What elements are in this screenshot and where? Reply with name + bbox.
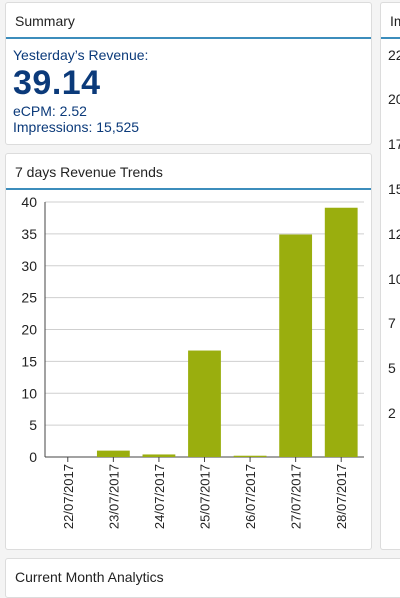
x-tick-label: 22/07/2017 (61, 464, 76, 529)
x-tick-label: 25/07/2017 (198, 464, 213, 529)
y-tick-label: 15 (21, 353, 37, 369)
revenue-bar (233, 455, 267, 457)
impressions-axis: 22 20 17 15 12 10 7 5 2 (381, 43, 400, 523)
analytics-title: Current Month Analytics (15, 569, 164, 585)
revenue-trends-panel: 7 days Revenue Trends 0 5 10 15 20 25 30 35 40 22… (5, 153, 372, 550)
summary-title: Summary (6, 3, 371, 39)
impressions-y-tick: 5 (388, 360, 396, 376)
revenue-label: Yesterday’s Revenue: (13, 47, 149, 63)
impressions-y-tick: 2 (388, 405, 396, 421)
x-tick-label: 23/07/2017 (106, 464, 121, 529)
impressions-y-tick: 15 (388, 181, 400, 197)
impressions-y-tick: 12 (388, 226, 400, 242)
y-tick-label: 40 (21, 194, 37, 210)
revenue-bar (96, 450, 130, 457)
y-tick-label: 0 (29, 449, 37, 465)
impressions-title: Im (381, 3, 400, 39)
summary-panel: Summary Yesterday’s Revenue: 39.14 eCPM:… (5, 2, 372, 145)
current-month-panel: Current Month Analytics (5, 558, 400, 598)
impressions-panel: Im 22 20 17 15 12 10 7 5 2 (380, 2, 400, 550)
impressions-text: Impressions: 15,525 (13, 119, 140, 135)
revenue-value: 39.14 (13, 64, 101, 102)
impressions-y-tick: 10 (388, 271, 400, 287)
impressions-y-tick: 22 (388, 47, 400, 63)
y-tick-label: 35 (21, 226, 37, 242)
ecpm-text: eCPM: 2.52 (13, 103, 87, 119)
y-tick-label: 10 (21, 385, 37, 401)
revenue-bar (142, 454, 176, 457)
y-tick-label: 5 (29, 417, 37, 433)
y-tick-label: 25 (21, 290, 37, 306)
revenue-bar-chart: 0 5 10 15 20 25 30 35 40 22/07/2017 23/07/2017 24/0… (21, 194, 364, 529)
x-tick-label: 27/07/2017 (289, 464, 304, 529)
x-tick-label: 24/07/2017 (152, 464, 167, 529)
impressions-y-tick: 17 (388, 136, 400, 152)
revenue-bar (324, 207, 358, 457)
y-tick-label: 30 (21, 258, 37, 274)
x-tick-label: 26/07/2017 (243, 464, 258, 529)
x-tick-label: 28/07/2017 (334, 464, 349, 529)
impressions-y-tick: 7 (388, 315, 396, 331)
y-tick-label: 20 (21, 322, 37, 338)
revenue-bar (188, 350, 221, 457)
impressions-y-tick: 20 (388, 91, 400, 107)
trends-title: 7 days Revenue Trends (6, 154, 371, 190)
revenue-bar (279, 234, 313, 457)
